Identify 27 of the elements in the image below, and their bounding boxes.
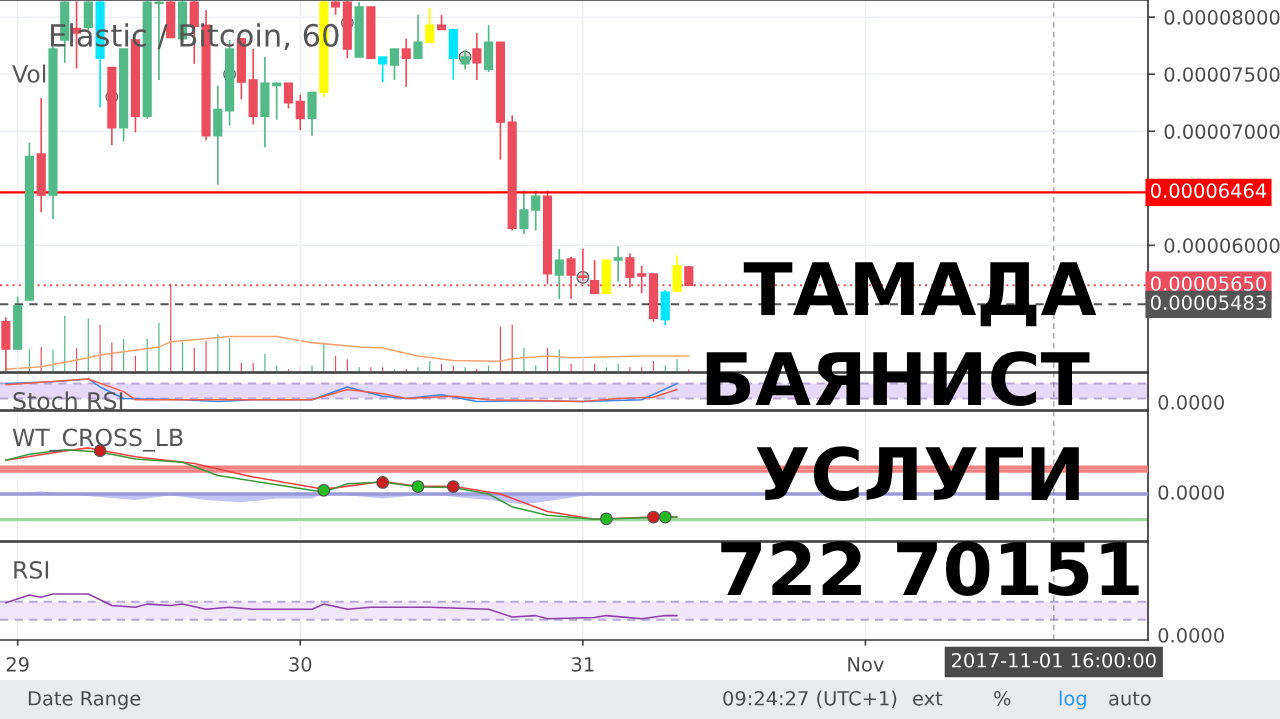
text: auto — [1109, 691, 1151, 706]
text: log — [1059, 690, 1086, 710]
y-tick-label: 0.00006000 — [1164, 238, 1280, 253]
x-tick-label: Nov — [848, 657, 884, 672]
x-tick-label: 29 — [6, 657, 29, 672]
text: 0.0000 — [1158, 627, 1224, 643]
ref-line-label: 0.00006464 — [1151, 183, 1267, 199]
chart-title: Vol — [12, 64, 46, 83]
x-tick-label: 31 — [571, 657, 594, 672]
ref-line-label: 2017-11-01 16:00:00 — [951, 652, 1156, 668]
annotation: УСЛУГИ — [756, 446, 1079, 501]
ref-line-label: 0.00005650 — [1151, 276, 1266, 291]
ref-line-label: 0.00005483 — [1151, 295, 1266, 310]
chart-title: WT_CROSS_LB — [12, 428, 183, 452]
chart-title: Stoch RSI — [13, 391, 123, 410]
text: Date Range — [28, 691, 141, 710]
chart-title: RSI — [14, 560, 49, 579]
text: ext — [913, 691, 943, 706]
text: % — [994, 690, 1011, 706]
y-tick-label: 0.00007000 — [1164, 124, 1280, 139]
text: 0.0000 — [1158, 485, 1224, 500]
y-tick-label: 0.00007500 — [1164, 67, 1280, 82]
y-tick-label: 0.00008000 — [1164, 10, 1280, 25]
text: 0.0000 — [1158, 395, 1224, 410]
text: 09:24:27 (UTC+1) — [723, 690, 897, 708]
annotation: 722 70151 — [721, 541, 1139, 596]
x-tick-label: 30 — [289, 657, 312, 672]
